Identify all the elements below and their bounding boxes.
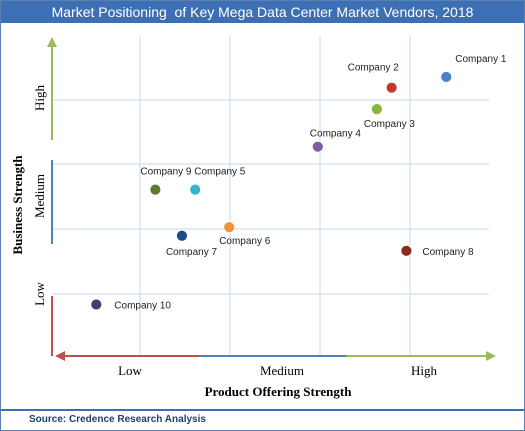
company-8-label: Company 8 — [422, 247, 474, 258]
company-5-point — [189, 183, 202, 196]
company-4-point — [311, 140, 324, 153]
x-tick-label-high: High — [411, 363, 438, 378]
company-7-label: Company 7 — [166, 247, 218, 258]
company-10-label: Company 10 — [114, 300, 171, 311]
company-9-label: Company 9 — [140, 167, 192, 178]
company-2-label: Company 2 — [348, 63, 400, 74]
company-7-point — [176, 229, 188, 242]
company-2-point — [385, 81, 398, 94]
y-axis-label: Business Strength — [10, 155, 25, 255]
company-1-point — [440, 71, 453, 83]
source-note: Source: Credence Research Analysis — [29, 414, 206, 425]
footer-divider — [1, 409, 524, 411]
x-tick-label-low: Low — [118, 363, 142, 378]
company-6-label: Company 6 — [219, 236, 271, 247]
company-4-label: Company 4 — [310, 129, 362, 140]
company-5-label: Company 5 — [194, 167, 246, 178]
company-10-point — [90, 298, 103, 311]
x-axis-label: Product Offering Strength — [205, 384, 353, 399]
company-3-label: Company 3 — [364, 119, 416, 130]
y-tick-label-high: High — [32, 85, 47, 112]
chart-title: Market Positioning of Key Mega Data Cent… — [1, 1, 524, 23]
company-3-point — [370, 103, 383, 116]
x-tick-label-medium: Medium — [260, 363, 304, 378]
company-9-point — [149, 183, 162, 196]
company-1-label: Company 1 — [455, 54, 507, 65]
y-tick-label-medium: Medium — [32, 174, 47, 218]
company-6-point — [223, 221, 236, 234]
company-8-point — [400, 244, 413, 257]
y-tick-label-low: Low — [32, 281, 47, 305]
